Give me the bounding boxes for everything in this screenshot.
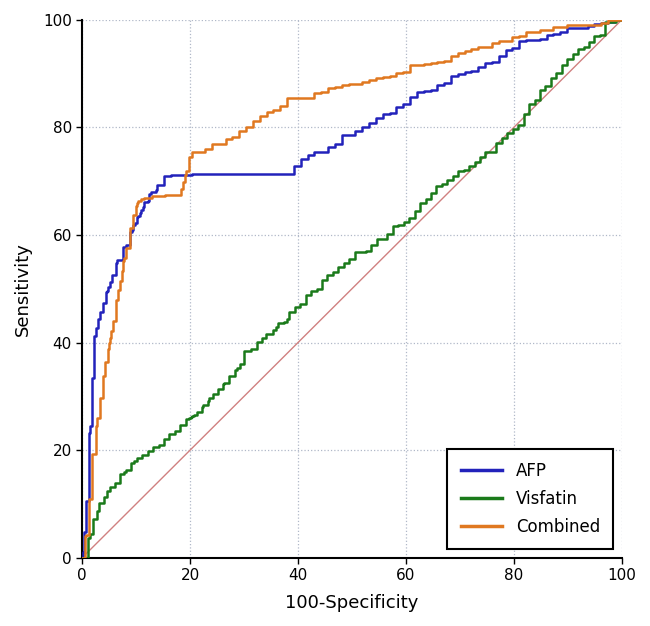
Combined <box>618 16 625 24</box>
Combined <box>385 73 393 80</box>
Combined <box>426 59 434 67</box>
Combined <box>317 88 325 96</box>
AFP <box>447 73 455 80</box>
Line: Visfatin: Visfatin <box>83 20 621 558</box>
AFP <box>256 170 264 178</box>
Visfatin <box>103 487 111 495</box>
Combined <box>194 148 202 156</box>
Visfatin <box>607 19 615 26</box>
Combined <box>611 16 619 24</box>
AFP <box>611 16 619 24</box>
Visfatin <box>150 443 157 451</box>
Line: Combined: Combined <box>83 20 621 558</box>
Combined <box>167 191 175 198</box>
Visfatin <box>618 16 625 24</box>
X-axis label: 100-Specificity: 100-Specificity <box>285 594 419 612</box>
Visfatin <box>122 466 130 474</box>
AFP <box>618 16 625 24</box>
Line: AFP: AFP <box>83 20 621 558</box>
AFP <box>120 244 127 251</box>
Visfatin <box>79 554 86 562</box>
Legend: AFP, Visfatin, Combined: AFP, Visfatin, Combined <box>447 449 614 549</box>
AFP <box>590 20 598 28</box>
Y-axis label: Sensitivity: Sensitivity <box>14 242 32 336</box>
Combined <box>79 554 86 562</box>
Visfatin <box>93 508 101 515</box>
AFP <box>129 222 137 229</box>
AFP <box>365 120 373 127</box>
AFP <box>79 554 86 562</box>
Visfatin <box>262 331 270 338</box>
Combined <box>133 199 141 207</box>
